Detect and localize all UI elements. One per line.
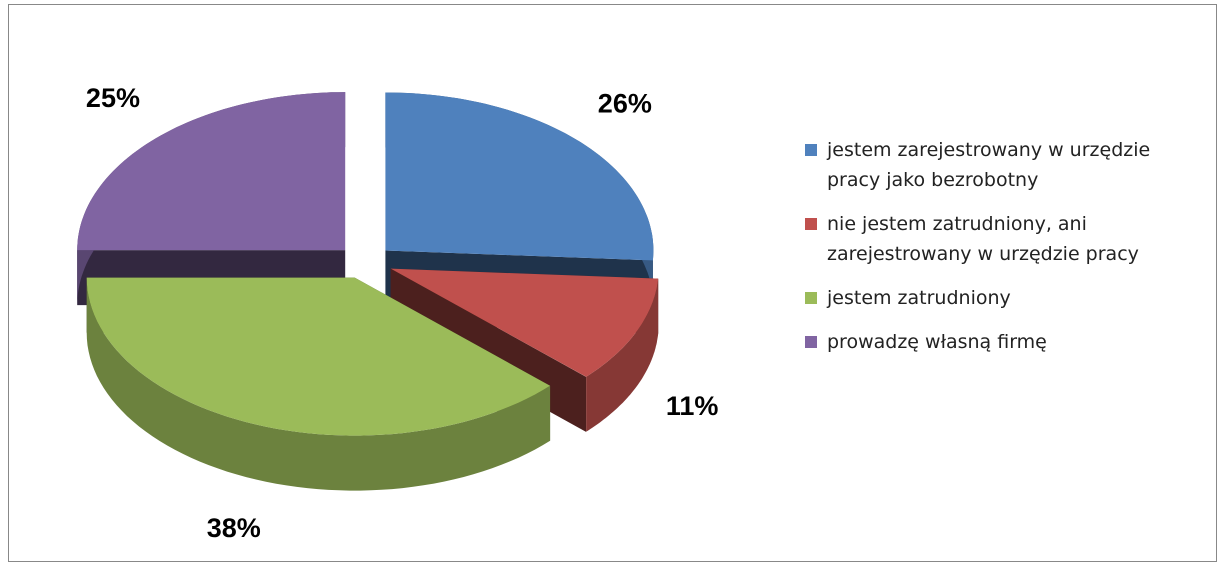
data-label: 26% [598,88,652,118]
slice [86,277,551,491]
data-label: 11% [666,391,719,421]
slice [390,268,659,377]
legend-swatch [805,292,817,304]
slice [77,92,346,251]
legend: jestem zarejestrowany w urzędzie pracy j… [805,135,1205,371]
slice-wall [86,277,551,491]
slice-wall [586,278,659,432]
legend-item: jestem zatrudniony [805,283,1205,313]
slice [385,92,654,261]
slice [77,92,346,306]
slice [390,268,659,432]
legend-label: jestem zarejestrowany w urzędzie pracy j… [827,139,1151,191]
data-label: 38% [207,513,261,543]
legend-item: prowadzę własną firmę [805,327,1205,357]
legend-label: prowadzę własną firmę [827,331,1047,353]
chart-frame [8,4,1217,562]
legend-swatch [805,144,817,156]
legend-label: nie jestem zatrudniony, ani zarejestrowa… [827,213,1139,265]
slice [86,277,551,436]
legend-label: jestem zatrudniony [827,287,1011,309]
legend-item: nie jestem zatrudniony, ani zarejestrowa… [805,209,1205,269]
legend-item: jestem zarejestrowany w urzędzie pracy j… [805,135,1205,195]
legend-swatch [805,336,817,348]
legend-swatch [805,218,817,230]
data-label: 25% [86,83,140,113]
